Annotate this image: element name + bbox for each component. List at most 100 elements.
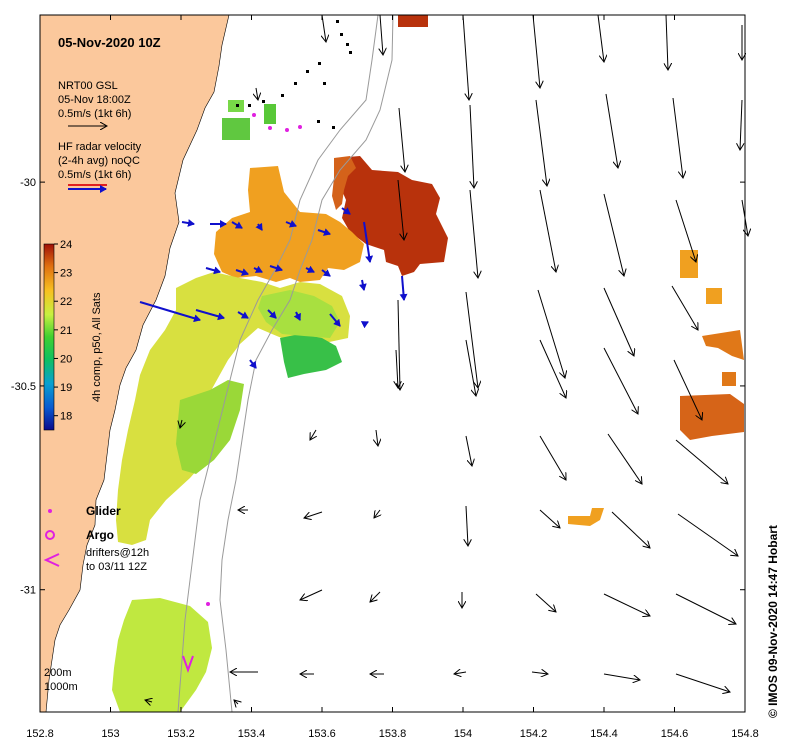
hf-radar-arrow (235, 268, 249, 276)
model-legend: NRT00 GSL 05-Nov 18:00Z 0.5m/s (1kt 6h) (58, 80, 131, 126)
model-current-arrow (531, 672, 548, 674)
model-current-arrow (469, 189, 478, 278)
hf-radar-arrow (231, 221, 243, 229)
x-tick-label: 154.8 (731, 728, 759, 740)
model-current-arrow (180, 419, 182, 428)
colorbar-label: 4h comp, p50, All Sats (91, 292, 103, 402)
svg-text:05-Nov 18:00Z: 05-Nov 18:00Z (58, 94, 131, 106)
model-current-arrow (740, 99, 742, 150)
model-current-arrow (603, 193, 624, 276)
model-current-arrow (603, 287, 634, 356)
svg-text:200m: 200m (44, 667, 72, 679)
model-current-arrow (322, 14, 326, 42)
y-axis: -30 -30.5 -31 (11, 177, 745, 597)
model-current-arrow (535, 99, 547, 186)
model-current-arrow (603, 347, 638, 414)
model-current-arrow (672, 97, 683, 178)
sst-warm-core (334, 156, 448, 276)
model-current-arrows (145, 14, 748, 704)
model-current-arrow (539, 339, 566, 398)
model-current-arrow (603, 673, 640, 680)
colorbar-tick: 22 (60, 296, 72, 308)
model-current-arrow (300, 589, 323, 600)
hf-radar-arrow (329, 313, 341, 327)
model-current-arrow (398, 107, 405, 172)
svg-text:Glider: Glider (86, 504, 121, 518)
hf-radar-arrow (321, 269, 331, 277)
colorbar-tick: 21 (60, 325, 72, 337)
model-current-arrow (675, 593, 736, 624)
radar-legend: HF radar velocity (2-4h avg) noQC 0.5m/s… (58, 141, 142, 193)
model-current-arrow (380, 14, 383, 55)
hf-radar-arrow (358, 279, 367, 291)
hf-radar-arrow (253, 265, 263, 273)
model-current-arrow (234, 700, 238, 704)
model-current-arrow (469, 104, 474, 188)
x-tick-label: 153.4 (238, 728, 266, 740)
hf-radar-arrow (195, 309, 225, 321)
model-current-arrow (370, 591, 381, 602)
hf-radar-arrows (139, 207, 408, 369)
colorbar-tick: 24 (60, 239, 72, 251)
model-current-arrow (539, 509, 560, 528)
model-current-arrow (398, 299, 400, 390)
model-current-arrow (376, 429, 378, 446)
colorbar-tick: 20 (60, 353, 72, 365)
model-current-arrow (454, 672, 467, 674)
hf-radar-arrow (285, 220, 297, 228)
model-current-arrow (605, 93, 618, 168)
sst-green (176, 380, 244, 474)
model-current-arrow (539, 189, 556, 272)
x-tick-label: 154 (454, 728, 472, 740)
model-current-arrow (671, 285, 698, 330)
sst-south-coastal (112, 598, 212, 712)
model-current-arrow (537, 289, 565, 378)
drifter-track (236, 20, 352, 129)
y-tick-label: -30.5 (11, 381, 36, 393)
model-current-arrow (535, 593, 556, 612)
hf-radar-arrow (360, 321, 369, 329)
colorbar-tick: 18 (60, 411, 72, 423)
x-tick-label: 152.8 (26, 728, 54, 740)
model-current-arrow (465, 435, 472, 466)
isobath-labels: 200m 1000m (44, 667, 78, 693)
model-current-arrow (675, 199, 696, 262)
credit-text: © IMOS 09-Nov-2020 14:47 Hobart (766, 525, 780, 718)
svg-text:HF radar velocity: HF radar velocity (58, 141, 142, 153)
model-current-arrow (374, 509, 380, 518)
model-current-arrow (666, 14, 668, 70)
hf-radar-arrow (267, 309, 277, 319)
model-current-arrow (310, 429, 316, 440)
model-current-arrow (465, 339, 476, 396)
model-current-arrow (539, 435, 566, 480)
sst-warm-edge (332, 156, 356, 210)
model-current-arrow (145, 700, 152, 702)
model-current-arrow (256, 87, 258, 100)
hf-radar-arrow (255, 222, 263, 231)
hf-radar-arrow (399, 275, 408, 301)
model-current-arrow (675, 439, 728, 484)
model-current-arrow (462, 14, 469, 100)
sst-cool-pocket (280, 334, 342, 378)
colorbar: 24 23 22 21 20 19 18 4h comp, p50, All Sats (43, 239, 103, 431)
model-current-arrow (532, 14, 540, 88)
hf-radar-arrow (139, 301, 201, 323)
model-current-arrow (603, 593, 650, 616)
svg-text:to 03/11 12Z: to 03/11 12Z (86, 561, 147, 573)
model-current-arrow (397, 179, 404, 240)
svg-text:0.5m/s (1kt 6h): 0.5m/s (1kt 6h) (58, 169, 131, 181)
x-tick-label: 153.8 (379, 728, 407, 740)
hf-radar-arrow (205, 266, 221, 275)
x-tick-label: 153.2 (167, 728, 195, 740)
hf-radar-arrow (293, 311, 301, 321)
colorbar-tick: 19 (60, 382, 72, 394)
x-axis: 152.8 153 153.2 153.4 153.6 153.8 154 154.2 154.… (26, 15, 759, 740)
hf-radar-arrow (181, 219, 195, 227)
model-current-arrow (607, 433, 642, 484)
svg-text:NRT00 GSL: NRT00 GSL (58, 80, 118, 92)
hf-radar-arrow (249, 359, 257, 369)
drifter-marker (182, 655, 194, 673)
model-current-arrow (611, 511, 650, 548)
hf-radar-arrow (363, 221, 374, 263)
